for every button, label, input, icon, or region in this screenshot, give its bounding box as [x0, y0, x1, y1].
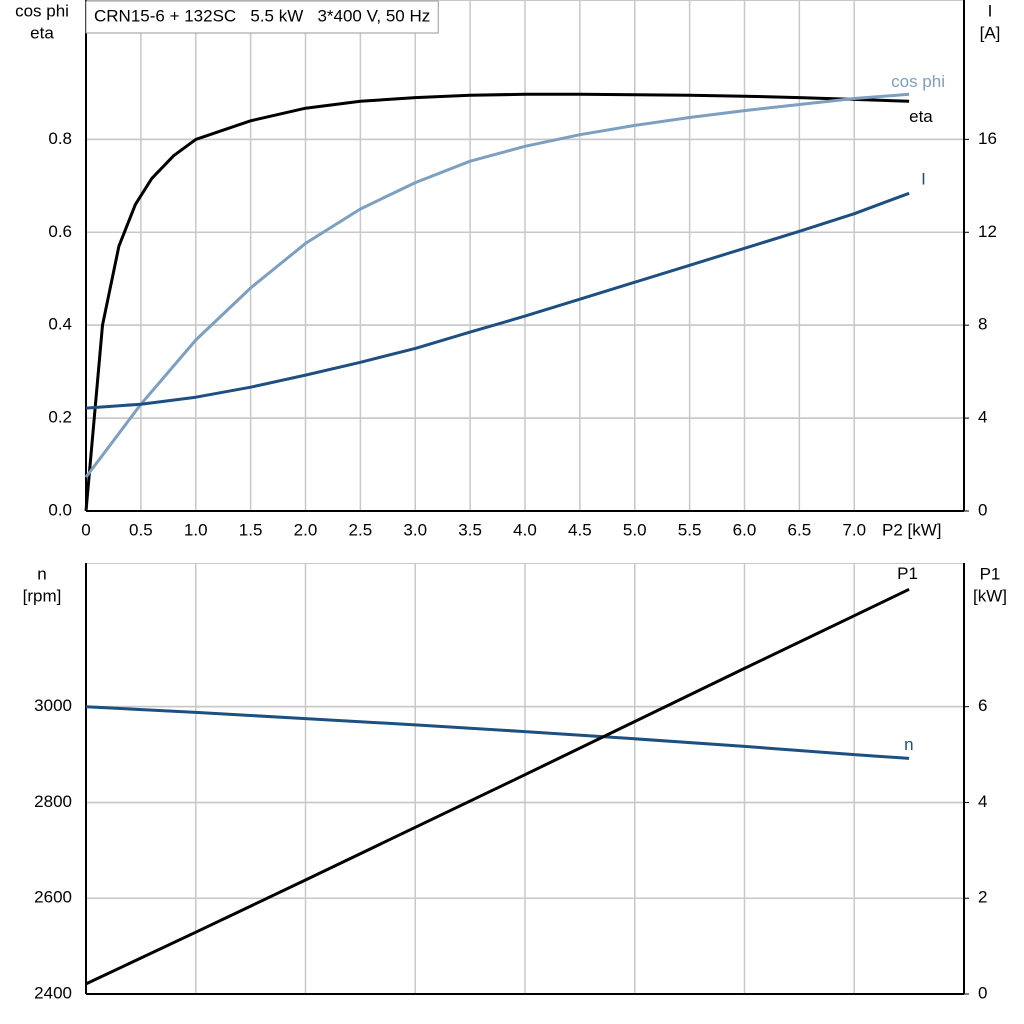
- series-label: n: [904, 735, 913, 754]
- x-tick-label: 1.0: [184, 520, 208, 539]
- series-label: P1: [897, 564, 918, 583]
- y-axis-title: n: [37, 564, 46, 583]
- x-tick-label: 0.5: [129, 520, 153, 539]
- y2-axis-title: [kW]: [973, 586, 1007, 605]
- series-line: [84, 92, 910, 512]
- y2-axis-title: P1: [980, 564, 1001, 583]
- y2-tick-label: 6: [978, 696, 987, 715]
- x-axis-title: P2 [kW]: [882, 520, 942, 539]
- y-axis-title: [rpm]: [23, 586, 62, 605]
- y-tick-label: 2800: [34, 792, 72, 811]
- series-line: [84, 92, 910, 479]
- y2-tick-label: 4: [978, 792, 987, 811]
- y2-tick-label: 12: [978, 222, 997, 241]
- x-tick-label: 7.0: [842, 520, 866, 539]
- x-tick-label: 3.0: [403, 520, 427, 539]
- x-tick-label: 6.0: [733, 520, 757, 539]
- x-tick-label: 2.0: [294, 520, 318, 539]
- y-axis-title: eta: [30, 23, 54, 42]
- series-line: [85, 705, 910, 760]
- series-label: eta: [909, 107, 933, 126]
- y2-axis-title: I: [988, 1, 993, 20]
- y-tick-label: 0.0: [48, 500, 72, 519]
- x-tick-label: 6.5: [788, 520, 812, 539]
- y-tick-label: 2400: [34, 983, 72, 1002]
- series-line: [85, 587, 910, 986]
- x-tick-label: 4.0: [513, 520, 537, 539]
- series-line: [85, 191, 910, 410]
- x-tick-label: 5.5: [678, 520, 702, 539]
- y2-tick-label: 8: [978, 315, 987, 334]
- y2-tick-label: 0: [978, 500, 987, 519]
- x-tick-label: 2.5: [349, 520, 373, 539]
- y2-tick-label: 2: [978, 888, 987, 907]
- y-tick-label: 0.6: [48, 222, 72, 241]
- series-label: I: [921, 170, 926, 189]
- series-label: cos phi: [891, 72, 945, 91]
- y-tick-label: 0.2: [48, 408, 72, 427]
- x-tick-label: 1.5: [239, 520, 263, 539]
- y2-tick-label: 16: [978, 129, 997, 148]
- y-axis-title: cos phi: [15, 1, 69, 20]
- x-tick-label: 5.0: [623, 520, 647, 539]
- title-box: [85, 0, 439, 34]
- chart-title: CRN15-6 + 132SC 5.5 kW 3*400 V, 50 Hz: [94, 6, 430, 25]
- y2-tick-label: 4: [978, 408, 987, 427]
- x-tick-label: 0: [81, 520, 90, 539]
- y2-axis-title: [A]: [980, 23, 1001, 42]
- y-tick-label: 2600: [34, 888, 72, 907]
- y-tick-label: 0.8: [48, 129, 72, 148]
- y-tick-label: 0.4: [48, 315, 72, 334]
- x-tick-label: 4.5: [568, 520, 592, 539]
- x-tick-label: 3.5: [458, 520, 482, 539]
- y-tick-label: 3000: [34, 696, 72, 715]
- y2-tick-label: 0: [978, 983, 987, 1002]
